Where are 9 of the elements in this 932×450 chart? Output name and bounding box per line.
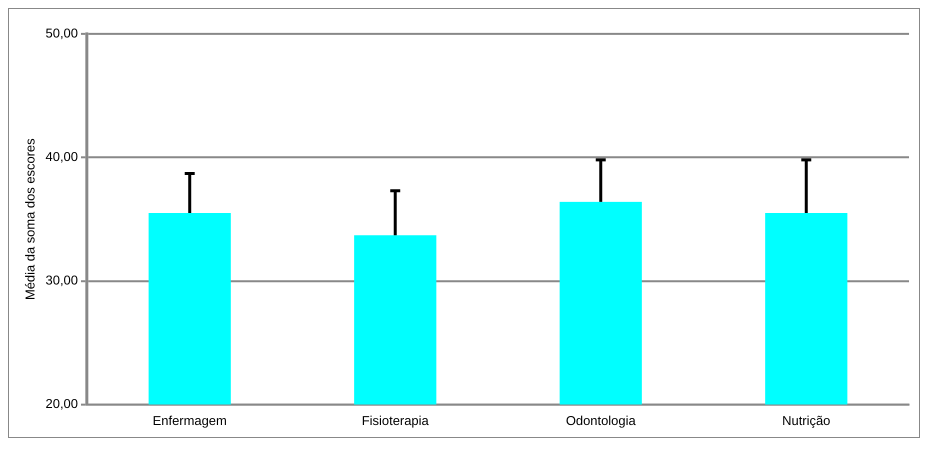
y-tick-label: 20,00 <box>46 396 78 412</box>
y-tick-label: 50,00 <box>46 25 78 40</box>
y-tick-label: 40,00 <box>46 149 78 164</box>
x-tick-label: Fisioterapia <box>362 412 430 428</box>
x-tick-label: Enfermagem <box>152 412 227 428</box>
x-tick-label: Nutrição <box>782 412 830 428</box>
y-tick-label: 30,00 <box>46 272 78 288</box>
y-axis-title: Média da soma dos escores <box>22 138 38 300</box>
x-tick-label: Odontologia <box>566 412 636 428</box>
